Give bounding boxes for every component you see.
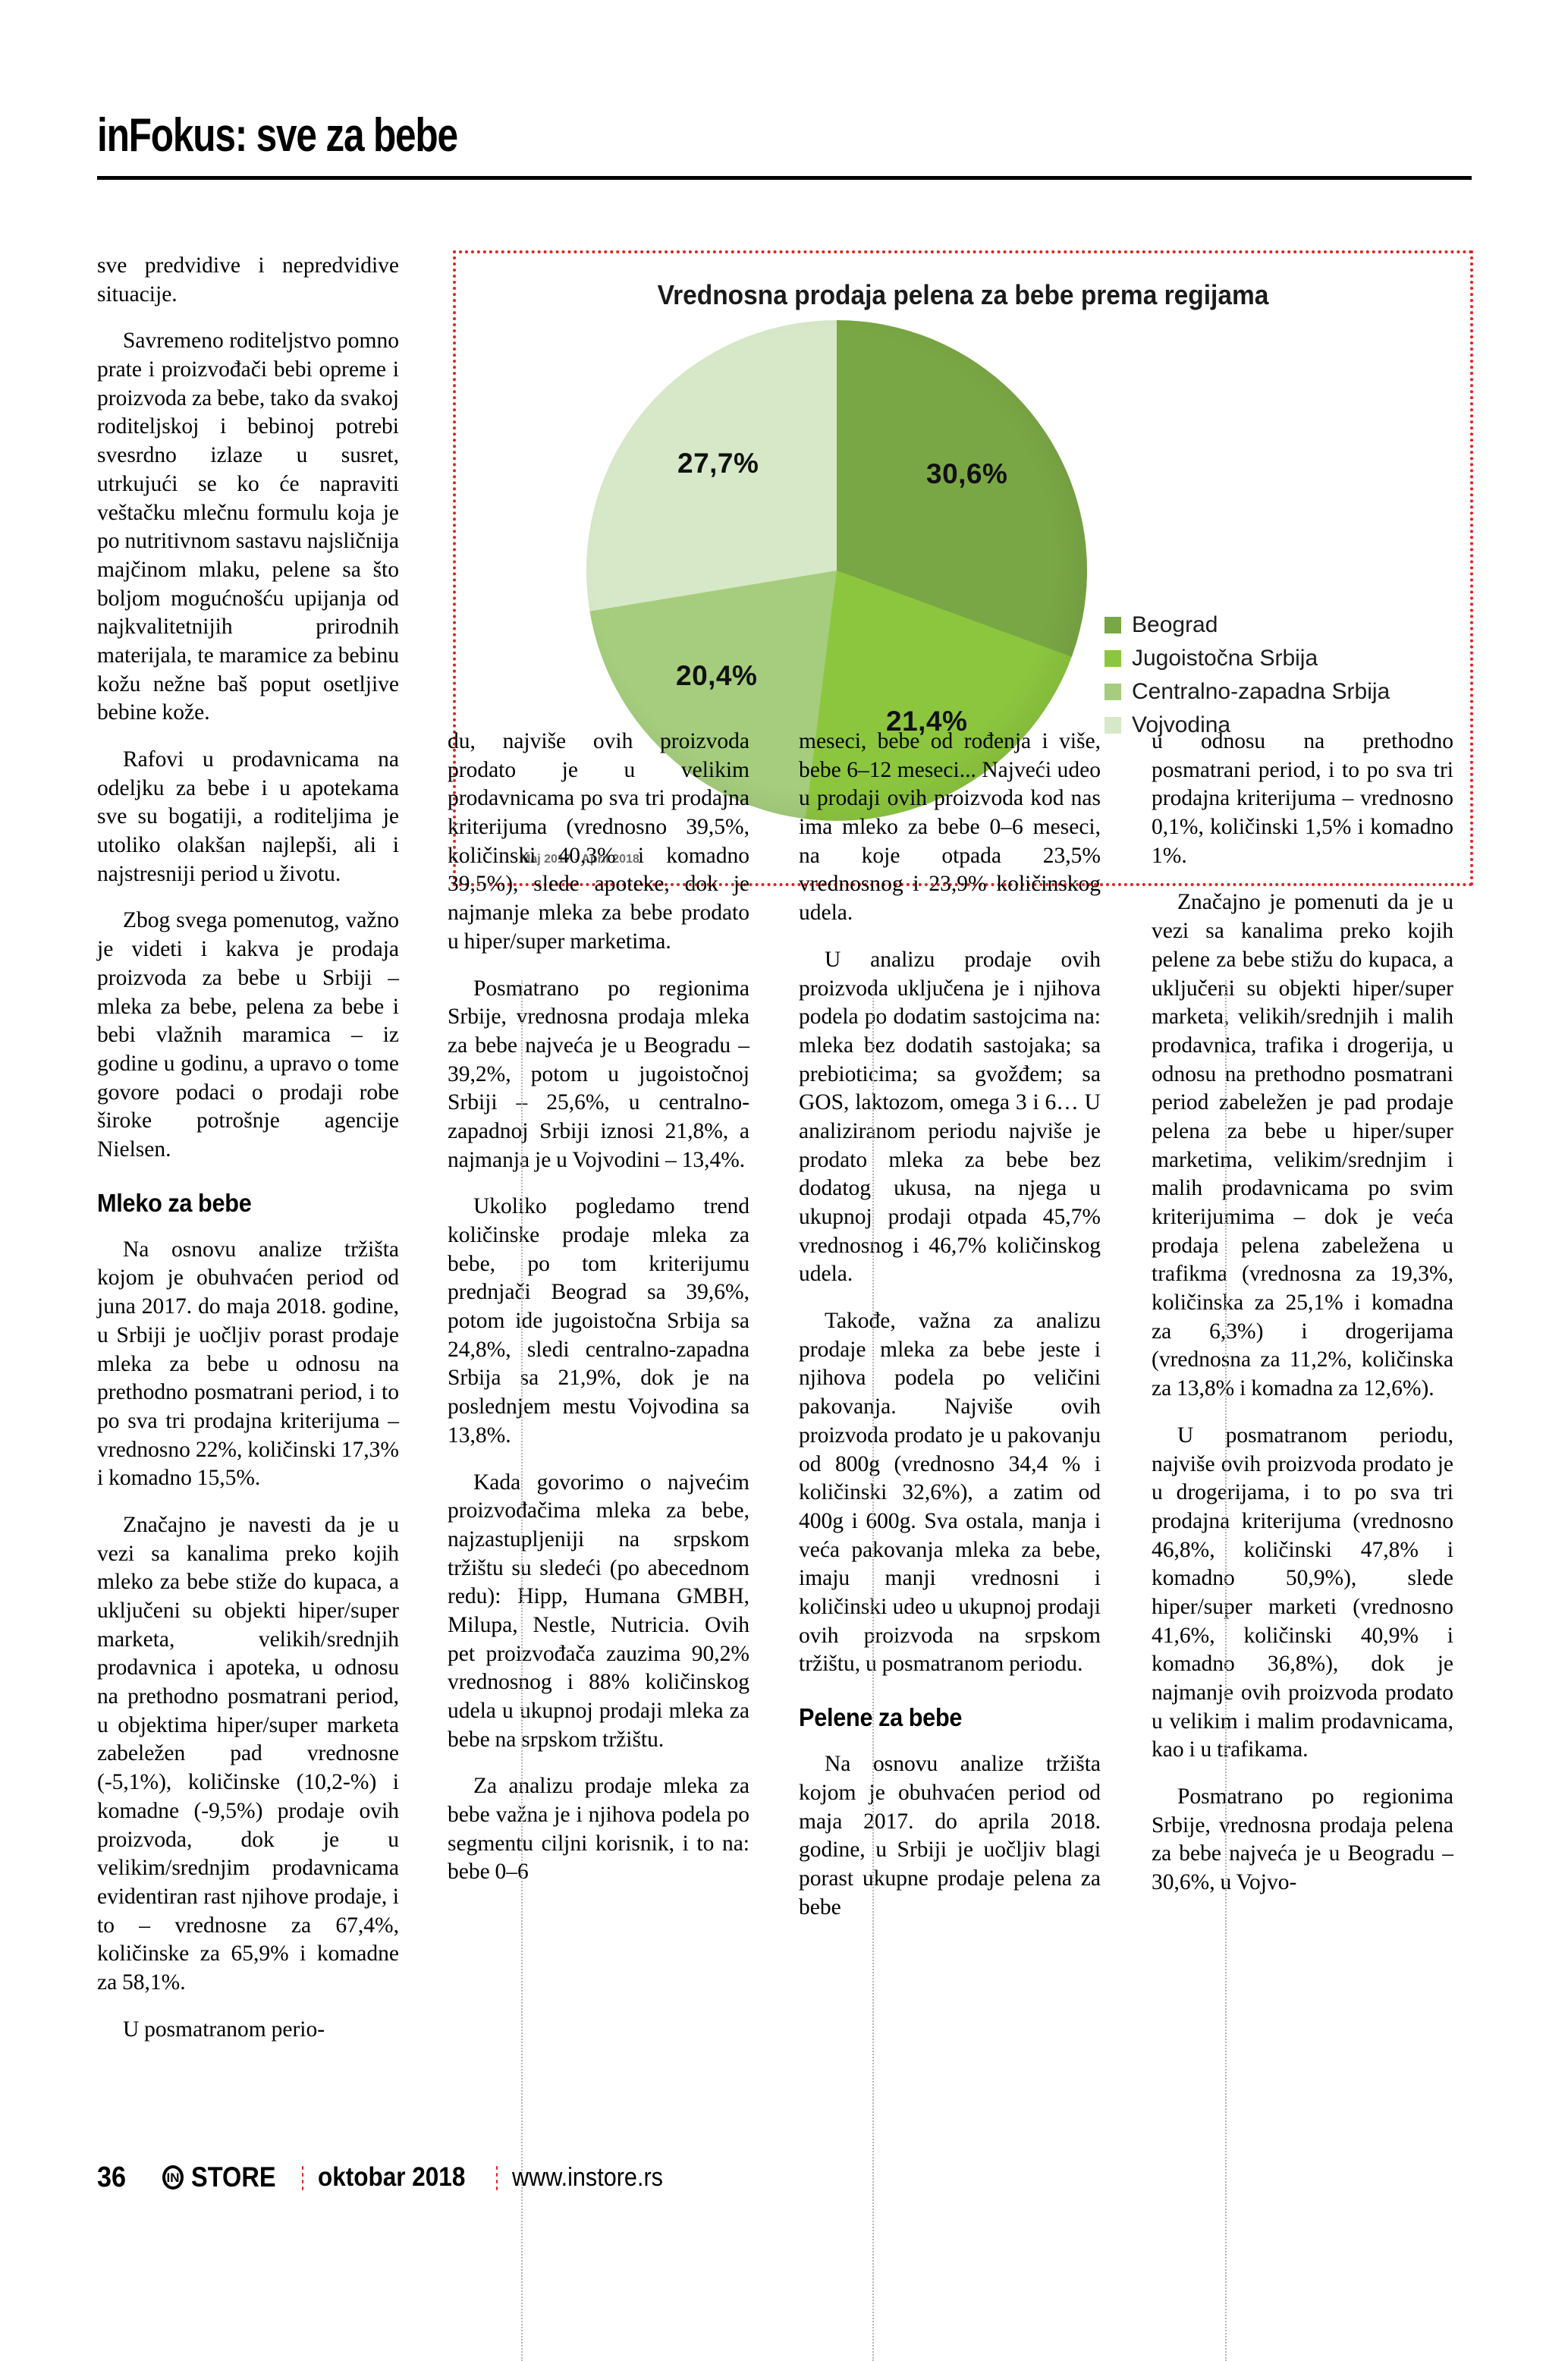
column-separator <box>1225 980 1227 2361</box>
legend-label: Vojvodina <box>1132 712 1231 737</box>
legend-swatch-icon <box>1105 684 1121 700</box>
paragraph: Značajno je pomenuti da je u vezi sa kan… <box>1152 890 1453 1401</box>
legend-item: Jugoistočna Srbija <box>1105 642 1390 675</box>
brand-name: STORE <box>191 2161 276 2193</box>
legend-item: Centralno-zapadna Srbija <box>1105 675 1390 709</box>
chart-period-note: Maj 2017 - April 2018 <box>520 853 639 866</box>
paragraph: sve predvidive i nepredvidive situacije. <box>97 253 399 307</box>
legend-swatch-icon <box>1105 650 1121 667</box>
paragraph: Kada govorimo o najvećim proizvođačima m… <box>448 1470 749 1752</box>
page-title: inFokus: sve za bebe <box>97 109 458 162</box>
article-body: sve predvidive i nepredvidive situacije.… <box>97 252 1472 2361</box>
legend-swatch-icon <box>1105 717 1121 734</box>
magazine-page: inFokus: sve za bebe Vrednosna prodaja p… <box>97 112 1473 2361</box>
paragraph: Takođe, važna za analizu prodaje mleka z… <box>799 1309 1101 1677</box>
paragraph: Na osnovu analize tržišta kojom je obuhv… <box>799 1752 1101 1919</box>
legend-item: Beograd <box>1105 608 1390 642</box>
issue-date: oktobar 2018 <box>317 2162 466 2192</box>
paragraph: Na osnovu analize tržišta kojom je obuhv… <box>97 1237 399 1491</box>
section-heading-pelene-za-bebe: Pelene za bebe <box>799 1703 963 1731</box>
legend-item: Vojvodina <box>1105 709 1390 742</box>
text-column-1: sve predvidive i nepredvidive situacije.… <box>97 252 399 2044</box>
paragraph: Rafovi u prodavnicama na odeljku za bebe… <box>97 747 399 886</box>
page-number: 36 <box>97 2161 127 2193</box>
paragraph: U analizu prodaje ovih proizvoda uključe… <box>799 947 1101 1287</box>
pie-label-beograd: 30,6% <box>926 458 1008 489</box>
paragraph: Značajno je navesti da je u vezi sa kana… <box>97 1512 399 1995</box>
dotted-separator-icon <box>495 2165 498 2190</box>
column-separator <box>872 980 874 2361</box>
text-column-2: du, najviše ovih proizvoda prodato je u … <box>448 728 749 1887</box>
paragraph: Zbog svega pomenutog, važno je videti i … <box>97 908 399 1162</box>
column-separator <box>521 980 523 2361</box>
paragraph: meseci, bebe od rođenja i više, bebe 6–1… <box>799 729 1101 926</box>
page-footer: 36 IN STORE oktobar 2018 www.instore.rs <box>97 2155 1472 2200</box>
section-heading-mleko-za-bebe: Mleko za bebe <box>97 1188 252 1217</box>
pie-label-jugoistocna: 21,4% <box>886 706 968 737</box>
paragraph: Posmatrano po regionima Srbije, vrednosn… <box>448 976 749 1172</box>
paragraph: Za analizu prodaje mleka za bebe važna j… <box>448 1774 749 1885</box>
paragraph: du, najviše ovih proizvoda prodato je u … <box>448 729 749 954</box>
chart-title: Vrednosna prodaja pelena za bebe prema r… <box>657 279 1269 310</box>
website-url[interactable]: www.instore.rs <box>511 2162 663 2192</box>
paragraph: u odnosu na prethodno posmatrani period,… <box>1152 729 1453 868</box>
paragraph: Ukoliko pogledamo trend količinske proda… <box>448 1194 749 1448</box>
pie-chart-panel: Vrednosna prodaja pelena za bebe prema r… <box>453 250 1473 886</box>
pie-chart: 30,6% 21,4% 20,4% 27,7% <box>586 320 1087 821</box>
brand-logo: IN STORE <box>162 2161 288 2193</box>
legend-label: Jugoistočna Srbija <box>1132 646 1318 671</box>
instore-circle-icon: IN <box>162 2165 184 2190</box>
text-column-3: meseci, bebe od rođenja i više, bebe 6–1… <box>799 728 1101 1922</box>
paragraph: Savremeno roditeljstvo pomno prate i pro… <box>97 329 399 725</box>
chart-legend: Beograd Jugoistočna Srbija Centralno-zap… <box>1105 608 1390 742</box>
pie-graphic <box>586 320 1087 821</box>
masthead-divider <box>97 176 1472 180</box>
legend-label: Beograd <box>1132 612 1218 637</box>
text-column-4: u odnosu na prethodno posmatrani period,… <box>1152 728 1453 1897</box>
legend-label: Centralno-zapadna Srbija <box>1132 679 1390 704</box>
paragraph: U posmatranom periodu, najviše ovih proi… <box>1152 1423 1453 1762</box>
pie-label-centralno-zapadna: 20,4% <box>676 660 758 691</box>
dotted-separator-icon <box>300 2165 304 2190</box>
paragraph: Posmatrano po regionima Srbije, vrednosn… <box>1152 1784 1453 1895</box>
paragraph: U posmatranom perio- <box>123 2017 325 2042</box>
pie-label-vojvodina: 27,7% <box>677 448 759 479</box>
masthead: inFokus: sve za bebe <box>97 112 1470 159</box>
legend-swatch-icon <box>1105 617 1121 633</box>
